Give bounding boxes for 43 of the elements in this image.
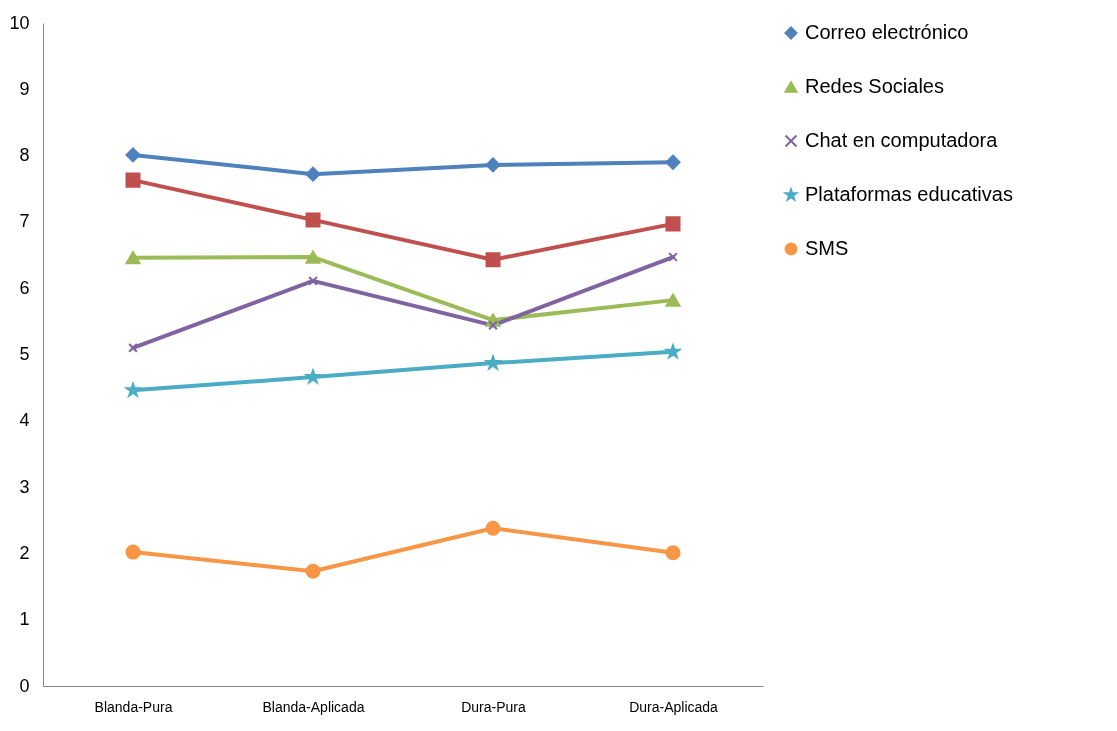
point [305, 212, 321, 228]
legend-label: Plataformas educativas [805, 183, 1013, 205]
point [308, 276, 318, 286]
x-tick-label: Dura-Pura [461, 698, 526, 715]
y-tick-label: 7 [19, 211, 30, 232]
point [125, 251, 141, 265]
point [665, 293, 681, 307]
point [488, 320, 498, 331]
point [125, 147, 141, 163]
legend-label: Chat en computadora [805, 129, 999, 151]
point [484, 353, 502, 371]
y-tick-label: 3 [19, 476, 30, 497]
x-tick-label: Blanda-Aplicada [262, 698, 365, 715]
y-tick-label: 6 [19, 277, 30, 298]
y-tick-label: 4 [19, 410, 30, 431]
point [485, 252, 501, 268]
y-tick-label: 1 [19, 609, 30, 630]
point [304, 367, 322, 385]
point [305, 166, 321, 182]
y-tick-label: 0 [19, 675, 30, 696]
point [305, 563, 321, 579]
x-tick-label: Dura-Aplicada [629, 698, 719, 715]
legend-label: SMS [805, 237, 849, 259]
point [665, 545, 681, 561]
point [485, 157, 501, 173]
y-tick-label: 2 [19, 542, 30, 563]
point [305, 250, 321, 264]
point [125, 172, 141, 188]
point [485, 520, 501, 536]
point [668, 252, 678, 262]
point [125, 382, 141, 397]
legend-label: Correo electrónico [805, 21, 969, 43]
legend-label: Redes Sociales [805, 75, 944, 97]
y-tick-label: 9 [19, 78, 30, 99]
y-tick-label: 10 [9, 12, 30, 33]
point [665, 344, 681, 359]
x-tick-label: Blanda-Pura [94, 698, 173, 715]
y-tick-label: 5 [19, 344, 30, 364]
y-tick-label: 8 [19, 145, 30, 166]
point [665, 216, 681, 232]
point [665, 154, 681, 170]
point [128, 343, 138, 353]
point [125, 544, 141, 560]
